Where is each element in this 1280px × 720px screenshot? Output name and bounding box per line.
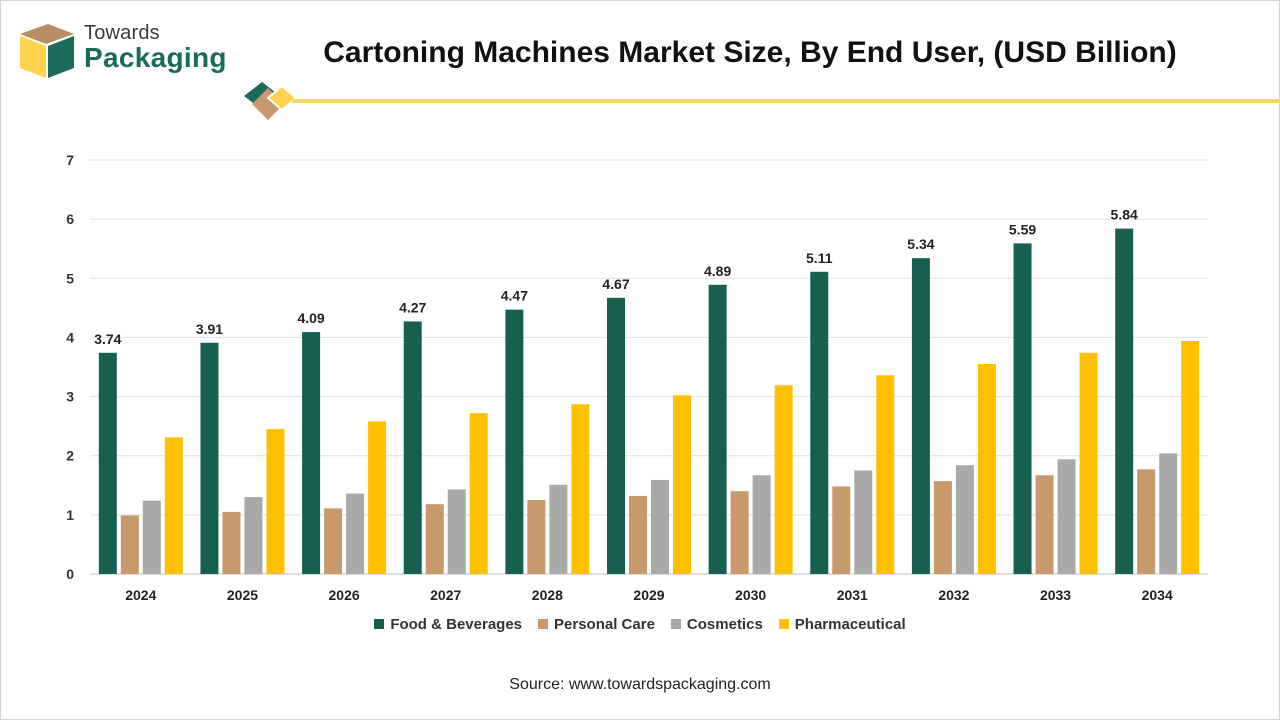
bar-cosmetics — [447, 489, 466, 574]
data-labels: 3.74 3.91 4.09 4.27 4.47 4.67 4.89 5.11 5.34 5.59… — [94, 207, 1138, 347]
data-label: 4.09 — [297, 310, 324, 326]
legend-swatch — [670, 619, 681, 629]
data-label: 5.84 — [1111, 207, 1138, 223]
bar-personal-care — [120, 515, 139, 574]
bar-pharmaceutical — [164, 437, 183, 574]
x-tick-label: 2031 — [837, 587, 868, 603]
box-logo-icon — [20, 24, 74, 78]
y-axis-ticks: 0 1 2 3 4 5 6 7 — [66, 152, 74, 582]
bar-food-beverages — [607, 297, 625, 574]
bars — [98, 228, 1200, 574]
brand-logo: Towards Packaging — [18, 22, 248, 82]
x-tick-label: 2032 — [938, 587, 969, 603]
bar-cosmetics — [1057, 459, 1076, 574]
legend-label: Food & Beverages — [390, 616, 523, 633]
bar-food-beverages — [1013, 243, 1032, 574]
x-tick-label: 2030 — [735, 587, 766, 603]
data-label: 5.59 — [1009, 221, 1036, 237]
chart-legend: Food & Beverages Personal Care Cosmetics Ph… — [0, 616, 1280, 633]
bar-personal-care — [629, 495, 647, 574]
x-tick-label: 2026 — [329, 587, 360, 603]
data-label: 4.67 — [602, 276, 629, 292]
x-tick-label: 2024 — [125, 587, 156, 603]
y-tick-label: 2 — [66, 448, 74, 464]
brand-name-line-2: Packaging — [84, 42, 227, 73]
bar-cosmetics — [854, 470, 873, 574]
legend-swatch — [538, 619, 549, 629]
source-text: Source: www.towardspackaging.com — [509, 676, 771, 693]
bar-personal-care — [1035, 475, 1054, 574]
bar-personal-care — [324, 508, 343, 574]
x-tick-label: 2029 — [633, 587, 664, 603]
bar-personal-care — [933, 481, 952, 574]
bar-food-beverages — [200, 342, 219, 574]
data-label: 5.34 — [907, 236, 934, 252]
data-label: 4.27 — [399, 299, 426, 315]
data-label: 4.47 — [501, 288, 528, 304]
bar-chart: 0 1 2 3 4 5 6 7 3.74 3.91 4.09 4.27 4.47 4.67 4.89 5.1… — [66, 152, 1208, 603]
bar-food-beverages — [505, 309, 524, 574]
y-tick-label: 6 — [66, 211, 74, 227]
bar-cosmetics — [651, 479, 669, 574]
bar-cosmetics — [346, 493, 365, 574]
legend-item: Pharmaceutical — [778, 616, 906, 633]
bar-food-beverages — [708, 284, 727, 574]
bar-cosmetics — [955, 465, 974, 574]
bar-pharmaceutical — [876, 375, 895, 574]
y-tick-label: 7 — [66, 152, 74, 168]
legend-swatch — [778, 619, 789, 629]
legend-item: Personal Care — [538, 616, 655, 633]
brand-name-line-1: Towards — [84, 22, 160, 44]
data-label: 3.74 — [94, 331, 121, 347]
y-tick-label: 0 — [66, 566, 74, 582]
legend-item: Food & Beverages — [374, 616, 522, 633]
data-label: 5.11 — [806, 250, 833, 266]
bar-food-beverages — [1115, 228, 1134, 574]
bar-cosmetics — [549, 484, 568, 574]
bar-cosmetics — [1159, 453, 1178, 574]
x-tick-label: 2033 — [1040, 587, 1071, 603]
y-tick-label: 1 — [66, 507, 74, 523]
legend-swatch — [374, 619, 385, 629]
legend-label: Pharmaceutical — [794, 616, 906, 633]
bar-pharmaceutical — [571, 404, 590, 574]
bar-food-beverages — [810, 271, 829, 574]
legend-label: Personal Care — [554, 616, 655, 633]
bar-pharmaceutical — [368, 421, 387, 574]
bar-personal-care — [222, 511, 241, 574]
bar-pharmaceutical — [673, 395, 691, 574]
bar-personal-care — [425, 504, 444, 574]
y-tick-label: 4 — [66, 329, 74, 345]
bar-personal-care — [730, 491, 749, 574]
bar-personal-care — [1137, 469, 1156, 574]
legend-item: Cosmetics — [670, 616, 763, 633]
bar-food-beverages — [302, 332, 321, 574]
legend-label: Cosmetics — [686, 616, 763, 633]
bar-pharmaceutical — [977, 364, 996, 574]
data-label: 4.89 — [704, 263, 731, 279]
bar-food-beverages — [911, 258, 930, 574]
bar-cosmetics — [752, 475, 771, 574]
bar-pharmaceutical — [469, 413, 488, 574]
bar-food-beverages — [98, 352, 117, 574]
x-tick-label: 2025 — [227, 587, 258, 603]
data-label: 3.91 — [196, 321, 223, 337]
y-tick-label: 3 — [66, 389, 74, 405]
bar-pharmaceutical — [1079, 352, 1098, 574]
bar-food-beverages — [403, 321, 422, 574]
y-tick-label: 5 — [66, 270, 74, 286]
bar-cosmetics — [142, 500, 161, 574]
bar-pharmaceutical — [774, 385, 793, 574]
bar-personal-care — [832, 486, 851, 574]
x-tick-label: 2028 — [532, 587, 563, 603]
x-axis-ticks: 2024 2025 2026 2027 2028 2029 2030 2031 2032 2033… — [125, 587, 1173, 603]
title-accent-decoration — [244, 82, 1280, 120]
x-tick-label: 2034 — [1142, 587, 1173, 603]
bar-pharmaceutical — [1181, 340, 1200, 574]
chart-title: Cartoning Machines Market Size, By End U… — [323, 36, 1177, 69]
x-tick-label: 2027 — [430, 587, 461, 603]
bar-pharmaceutical — [266, 429, 285, 574]
bar-personal-care — [527, 500, 546, 574]
bar-cosmetics — [244, 497, 263, 574]
